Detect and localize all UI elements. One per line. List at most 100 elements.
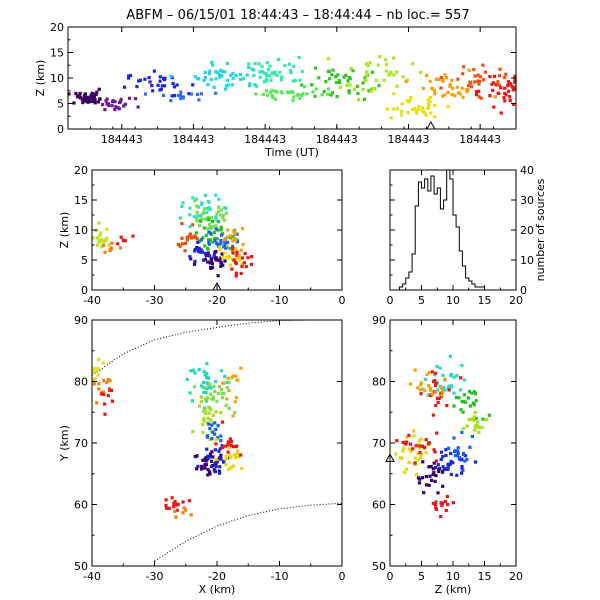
y-tick-label: 20: [74, 164, 88, 177]
position-marker: [385, 453, 395, 462]
source-point: [114, 105, 118, 109]
source-point: [223, 243, 227, 248]
source-point: [92, 382, 96, 386]
source-point: [107, 103, 111, 107]
source-point: [175, 508, 179, 512]
source-point: [216, 391, 221, 395]
source-point: [207, 385, 211, 389]
source-point: [227, 389, 231, 393]
source-point: [430, 478, 434, 482]
source-point: [220, 392, 225, 396]
source-point: [435, 364, 439, 368]
source-point: [427, 102, 431, 106]
source-point: [204, 233, 208, 237]
source-point: [232, 231, 237, 235]
source-point: [280, 91, 284, 95]
source-point: [178, 93, 182, 98]
source-point: [78, 96, 82, 100]
source-point: [203, 373, 207, 377]
source-point: [252, 73, 256, 77]
source-point: [400, 102, 404, 106]
source-point: [194, 197, 199, 201]
source-point: [408, 460, 412, 464]
source-point: [235, 452, 240, 456]
source-point: [481, 417, 485, 421]
source-point: [199, 238, 204, 242]
source-point: [224, 454, 228, 458]
source-point: [392, 56, 396, 60]
source-point: [199, 217, 203, 221]
source-point: [234, 445, 238, 449]
x-axis-label: X (km): [199, 583, 236, 596]
source-point: [211, 413, 215, 417]
source-point: [461, 452, 465, 457]
source-point: [446, 104, 450, 109]
y-tick-label: 5: [57, 98, 64, 111]
source-point: [95, 243, 99, 247]
source-point: [72, 101, 76, 105]
source-point: [440, 504, 444, 508]
source-point: [461, 468, 465, 472]
source-point: [273, 97, 278, 101]
source-point: [214, 258, 218, 262]
source-point: [441, 465, 445, 469]
source-point: [508, 95, 512, 99]
source-point: [218, 385, 222, 389]
source-point: [219, 411, 223, 415]
source-point: [507, 89, 511, 93]
source-point: [436, 491, 440, 495]
source-point: [136, 105, 140, 109]
source-point: [208, 437, 212, 441]
source-point: [184, 241, 188, 245]
source-point: [95, 401, 99, 405]
source-point: [221, 396, 225, 400]
range-arc: [91, 319, 311, 376]
source-point: [97, 357, 101, 361]
source-point: [345, 83, 349, 87]
source-point: [356, 91, 360, 95]
source-point: [193, 75, 197, 79]
source-point: [147, 76, 151, 80]
source-point: [427, 370, 431, 375]
source-point: [176, 242, 180, 247]
histogram-bar: [422, 188, 425, 290]
source-point: [211, 63, 215, 67]
source-point: [336, 73, 340, 77]
source-point: [416, 386, 420, 390]
source-point: [291, 98, 295, 102]
x-tick-label: 15: [478, 570, 492, 583]
source-point: [67, 92, 71, 96]
source-point: [239, 366, 243, 370]
source-point: [317, 76, 321, 80]
source-point: [440, 470, 445, 474]
source-point: [470, 85, 474, 89]
source-point: [183, 249, 187, 253]
source-point: [415, 111, 419, 115]
source-point: [238, 73, 243, 77]
source-point: [442, 385, 446, 389]
source-point: [230, 249, 234, 253]
source-point: [421, 460, 425, 464]
x-tick-label: 184443: [316, 133, 358, 146]
source-point: [227, 256, 232, 260]
source-point: [406, 111, 410, 115]
source-point: [208, 207, 212, 211]
source-point: [195, 214, 199, 218]
source-point: [425, 372, 429, 376]
source-point: [201, 458, 205, 462]
source-point: [230, 376, 234, 380]
source-point: [497, 83, 501, 87]
source-point: [407, 433, 411, 437]
source-point: [455, 473, 459, 477]
source-point: [75, 95, 79, 99]
source-point: [152, 69, 156, 73]
source-point: [137, 79, 141, 83]
source-point: [483, 70, 487, 74]
source-point: [394, 452, 398, 456]
source-point: [78, 91, 82, 95]
source-point: [443, 499, 448, 504]
source-point: [241, 226, 245, 231]
source-point: [199, 400, 203, 404]
source-point: [480, 425, 484, 429]
source-point: [161, 93, 166, 97]
